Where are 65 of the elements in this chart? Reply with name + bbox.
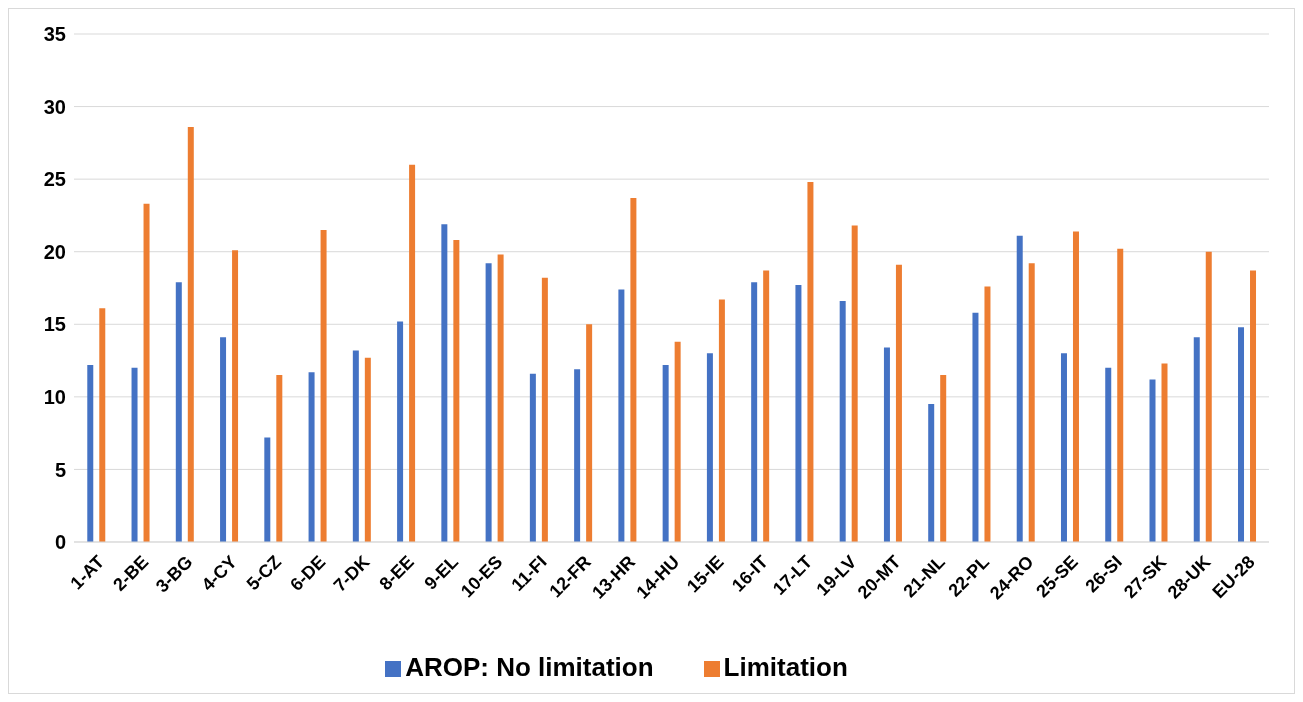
bar bbox=[364, 357, 371, 542]
bar bbox=[352, 350, 359, 542]
bar bbox=[397, 321, 404, 542]
bar bbox=[1016, 235, 1023, 542]
bar bbox=[276, 375, 283, 542]
bar bbox=[662, 364, 669, 542]
bar bbox=[1105, 367, 1112, 542]
legend-label: AROP: No limitation bbox=[405, 652, 654, 682]
bar bbox=[1250, 270, 1257, 542]
bar bbox=[928, 404, 935, 542]
y-tick-label: 0 bbox=[54, 531, 66, 554]
bar bbox=[529, 373, 536, 542]
bar bbox=[718, 299, 725, 542]
bar bbox=[99, 308, 106, 542]
bar bbox=[807, 182, 814, 542]
bar bbox=[839, 301, 846, 542]
bar bbox=[143, 203, 150, 542]
bar bbox=[1205, 251, 1212, 542]
bar bbox=[618, 289, 625, 542]
bar bbox=[706, 353, 713, 542]
bar bbox=[851, 225, 858, 542]
bar bbox=[1161, 363, 1168, 542]
bar bbox=[883, 347, 890, 542]
bar bbox=[795, 285, 802, 542]
bar bbox=[264, 437, 271, 542]
bar bbox=[497, 254, 504, 542]
y-tick-label: 5 bbox=[54, 458, 66, 481]
bar bbox=[441, 224, 448, 542]
bar bbox=[232, 250, 239, 542]
bar bbox=[175, 282, 182, 542]
bar bbox=[763, 270, 770, 542]
bar bbox=[1060, 353, 1067, 542]
bar bbox=[220, 337, 227, 542]
bar bbox=[895, 264, 902, 542]
bar bbox=[630, 198, 637, 542]
bar bbox=[1117, 248, 1124, 542]
bar bbox=[1072, 231, 1079, 542]
bar bbox=[541, 277, 548, 542]
bar bbox=[984, 286, 991, 542]
legend-label: Limitation bbox=[723, 652, 848, 682]
y-tick-label: 25 bbox=[43, 168, 66, 191]
bar bbox=[1193, 337, 1200, 542]
bar bbox=[1028, 263, 1035, 542]
bar bbox=[1149, 379, 1156, 542]
y-tick-label: 15 bbox=[43, 313, 66, 336]
bar bbox=[586, 324, 593, 542]
y-tick-label: 30 bbox=[43, 95, 66, 118]
bar bbox=[940, 375, 947, 542]
bar bbox=[409, 164, 416, 542]
bar bbox=[320, 229, 327, 542]
bar bbox=[87, 364, 94, 542]
x-tick-label: 9-EL bbox=[420, 551, 463, 594]
bar bbox=[131, 367, 138, 542]
bar bbox=[485, 263, 492, 542]
bar bbox=[1238, 327, 1245, 542]
y-tick-label: 35 bbox=[43, 23, 66, 46]
bar bbox=[574, 369, 581, 542]
bar bbox=[751, 282, 758, 542]
bar bbox=[453, 240, 460, 542]
bar bbox=[972, 312, 979, 542]
bar bbox=[674, 341, 681, 542]
y-tick-label: 10 bbox=[43, 385, 66, 408]
bar bbox=[187, 126, 194, 542]
bar bbox=[308, 372, 315, 542]
y-tick-label: 20 bbox=[43, 240, 66, 263]
